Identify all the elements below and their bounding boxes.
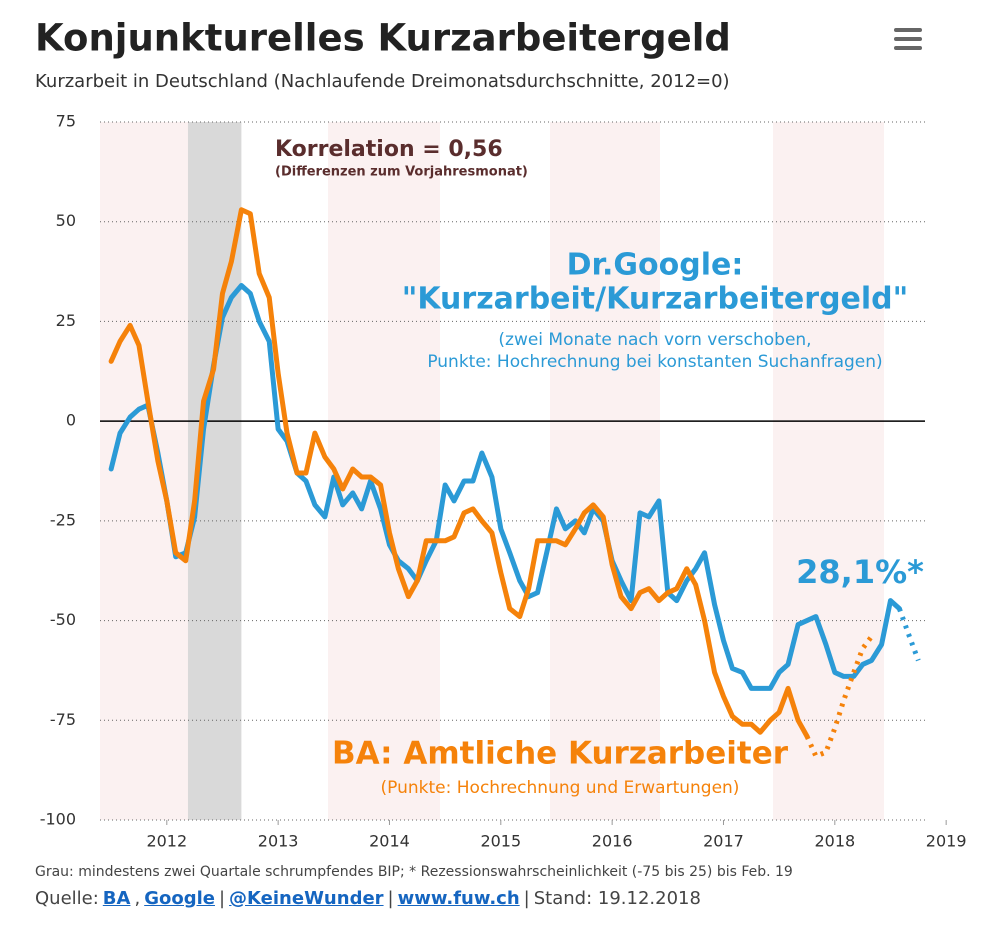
menu-bar[interactable] [894, 46, 922, 50]
source-text: | [218, 888, 226, 909]
y-tick-label: -50 [50, 610, 76, 629]
x-tick-label: 2018 [814, 832, 855, 851]
x-tick-label: 2019 [926, 832, 967, 851]
source-text: | [387, 888, 394, 909]
x-tick-label: 2016 [592, 832, 633, 851]
annotation: "Kurzarbeit/Kurzarbeitergeld" [402, 282, 909, 317]
annotation: (Punkte: Hochrechnung und Erwartungen) [381, 778, 740, 798]
annotation: Dr.Google: [567, 248, 744, 283]
x-tick-label: 2012 [146, 832, 187, 851]
x-tick-label: 2015 [480, 832, 521, 851]
menu-button[interactable] [894, 28, 922, 50]
y-tick-label: -75 [50, 710, 76, 729]
annotations: Korrelation = 0,56 (Differenzen zum Vorj… [275, 137, 924, 798]
annotation: BA: Amtliche Kurzarbeiter [332, 736, 789, 772]
y-tick-label: 75 [56, 112, 76, 131]
source-link[interactable]: @KeineWunder [229, 888, 384, 909]
source-text: | [523, 888, 530, 909]
background-stripe [773, 122, 884, 820]
x-tick-label: 2014 [369, 832, 410, 851]
footer: Grau: mindestens zwei Quartale schrumpfe… [35, 864, 975, 909]
footnote: Grau: mindestens zwei Quartale schrumpfe… [35, 864, 793, 880]
source-link[interactable]: Google [144, 888, 215, 909]
source-link[interactable]: www.fuw.ch [397, 888, 520, 909]
source-link[interactable]: BA [102, 888, 131, 909]
line-series [804, 635, 874, 759]
annotation: (Differenzen zum Vorjahresmonat) [275, 165, 528, 180]
background-stripe [328, 122, 440, 820]
source-text: Stand: 19.12.2018 [533, 888, 701, 909]
x-tick-label: 2017 [703, 832, 744, 851]
line-series [897, 607, 921, 662]
chart-title: Konjunkturelles Kurzarbeitergeld [35, 17, 731, 60]
background-stripe [100, 122, 188, 820]
menu-bar[interactable] [894, 28, 922, 32]
line-series [108, 283, 902, 691]
annotation: (zwei Monate nach vorn verschoben, [498, 330, 811, 350]
chart: Konjunkturelles Kurzarbeitergeld Kurzarb… [35, 17, 967, 851]
menu-bar[interactable] [894, 37, 922, 41]
x-tick-label: 2013 [258, 832, 299, 851]
source-text: Quelle: [35, 888, 99, 909]
annotation: Punkte: Hochrechnung bei konstanten Such… [427, 352, 882, 372]
chart-subtitle: Kurzarbeit in Deutschland (Nachlaufende … [35, 71, 730, 92]
annotation: Korrelation = 0,56 [275, 137, 503, 162]
y-tick-label: -25 [50, 510, 76, 529]
y-tick-label: 25 [56, 311, 76, 330]
y-tick-label: 0 [66, 411, 76, 430]
line-series [108, 207, 810, 739]
source: Quelle: BA, Google | @KeineWunder | www.fuw.ch… [35, 888, 975, 909]
plot: 75 50 25 0 -25 -50 -75 -100 2012 2013 2014 2015 2016… [40, 112, 967, 851]
background-stripe [550, 122, 660, 820]
annotation: 28,1%* [796, 553, 924, 591]
y-tick-label: 50 [56, 211, 76, 230]
source-text: , [134, 888, 141, 909]
y-tick-label: -100 [40, 810, 76, 829]
